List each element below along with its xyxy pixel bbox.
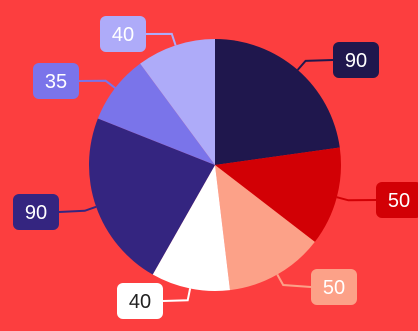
data-label-box-4 <box>13 194 59 230</box>
data-label-1: 50 <box>388 190 410 212</box>
data-label-4: 90 <box>25 202 47 224</box>
data-label-box-3 <box>117 283 163 319</box>
data-label-box-1 <box>376 182 418 218</box>
leader-line-6 <box>145 32 177 46</box>
data-label-2: 50 <box>323 277 345 299</box>
data-label-box-6 <box>100 16 146 52</box>
pie-slice-2 <box>215 165 315 291</box>
pie-slice-4 <box>89 118 215 275</box>
leader-line-5 <box>78 79 116 89</box>
leader-line-3 <box>162 288 192 302</box>
pie-slice-5 <box>97 63 215 165</box>
data-label-0: 90 <box>345 50 367 72</box>
leader-line-4 <box>58 205 97 213</box>
pie-slice-0 <box>215 39 340 165</box>
data-label-5: 35 <box>45 71 67 93</box>
data-label-3: 40 <box>129 291 151 313</box>
leader-line-0 <box>296 59 334 71</box>
pie-slice-6 <box>140 39 215 165</box>
data-label-box-5 <box>33 63 79 99</box>
data-label-box-0 <box>333 42 379 78</box>
leader-line-1 <box>336 196 377 202</box>
data-label-box-2 <box>311 269 357 305</box>
leader-line-2 <box>276 274 312 288</box>
pie-slice-1 <box>215 147 341 242</box>
data-label-6: 40 <box>112 24 134 46</box>
pie-slice-3 <box>152 165 230 291</box>
